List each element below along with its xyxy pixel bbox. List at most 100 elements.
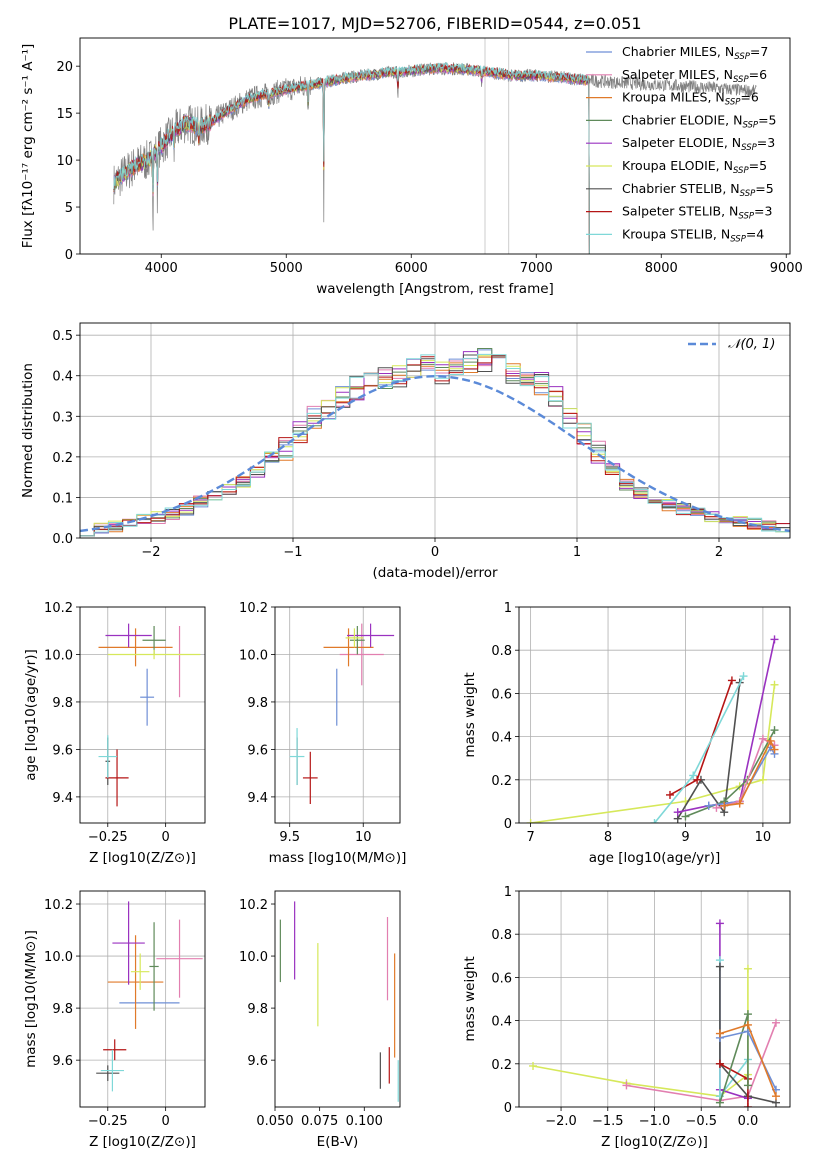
marker-kroupa_stelib <box>689 771 698 780</box>
panel-spectrum: 4000 5000 6000 7000 8000 9000 0 5 10 15 20 waveleng… <box>20 37 803 297</box>
axes-frame <box>274 606 401 824</box>
marker-salpeter_stelib <box>665 790 674 799</box>
marker-kroupa_stelib <box>650 819 659 823</box>
errorbar-kroupa_elodie <box>130 953 150 990</box>
y-axis-label: mass weight <box>462 672 478 757</box>
y-axis-label: Normed distribution <box>20 363 36 498</box>
marker-kroupa_elodie <box>526 819 535 823</box>
y-axis-label: age [log10(age/yr)] <box>23 649 39 781</box>
weight-line-salpeter_elodie <box>677 639 776 813</box>
weight-line-chabrier_stelib <box>719 966 777 1104</box>
panel-z_weight: −2.0 −1.5 −1.0 −0.5 0.0 0 0.2 0.4 0.6 0.8 1 Z [log1… <box>462 885 791 1150</box>
y-tick-label: 9.6 <box>247 743 268 758</box>
y-tick-label: 15 <box>56 107 73 122</box>
legend-entry: Chabrier MILES, NSSP=7 <box>622 44 768 62</box>
marker-kroupa_stelib <box>739 672 748 681</box>
x-tick-label: 10 <box>355 830 372 845</box>
model-line-salpeter_miles <box>113 65 590 254</box>
y-tick-label: 0.6 <box>491 971 512 986</box>
marker-chabrier_elodie <box>743 1010 752 1019</box>
histogram-kroupa_stelib <box>80 353 790 538</box>
axes-frame <box>518 606 791 824</box>
errorbar-kroupa_stelib <box>100 1049 124 1092</box>
errorbar-kroupa_miles <box>323 628 374 667</box>
y-tick-label: 10.2 <box>239 898 268 913</box>
marker-kroupa_miles <box>715 1029 724 1038</box>
x-axis-label: mass [log10(M/M⊙)] <box>269 850 407 866</box>
x-tick-label: −0.25 <box>88 1114 128 1129</box>
x-tick-label: 0.0 <box>738 1114 759 1129</box>
x-tick-label: 7 <box>526 830 534 845</box>
y-tick-label: 0.6 <box>491 687 512 702</box>
y-tick-label: 0 <box>65 248 73 263</box>
axes-frame <box>79 606 206 824</box>
panel-age_weight: 7 8 9 10 0 0.2 0.4 0.6 0.8 1 age [log10(age/yr)] ma… <box>462 601 791 866</box>
panel-z_mass: −0.25 0 9.6 9.8 10.0 10.2 Z [log10(Z/Z⊙)] mass … <box>23 890 206 1150</box>
panel-mass_age: 9.5 10 9.4 9.6 9.8 10.0 10.2 mass [log10(M/M⊙)] <box>239 601 406 866</box>
x-tick-label: 8000 <box>645 261 678 276</box>
x-tick-label: 0 <box>431 545 439 560</box>
plot-area-age_weight <box>526 635 779 823</box>
y-tick-label: 0.4 <box>491 1015 512 1030</box>
marker-salpeter_elodie <box>715 919 724 928</box>
model-line-kroupa_miles <box>113 64 590 254</box>
marker-chabrier_elodie <box>770 726 779 735</box>
y-tick-label: 10.2 <box>44 898 73 913</box>
errorbar-chabrier_stelib <box>96 1065 120 1081</box>
x-axis-label: Z [log10(Z/Z⊙)] <box>89 1134 196 1150</box>
marker-kroupa_miles <box>770 745 779 754</box>
x-tick-label: 2 <box>715 545 723 560</box>
panel-ebv: 0.050 0.075 0.100 9.6 9.8 10.0 10.2 E(B-V) <box>239 890 401 1150</box>
figure-title: PLATE=1017, MJD=52706, FIBERID=0544, z=0… <box>228 14 641 33</box>
x-tick-label: 0.075 <box>301 1114 338 1129</box>
marker-kroupa_elodie <box>743 964 752 973</box>
errorbar-salpeter_elodie <box>112 901 145 985</box>
y-axis-label: Flux [fλ10⁻¹⁷ erg cm⁻² s⁻¹ A⁻¹] <box>20 44 36 249</box>
marker-salpeter_stelib <box>693 775 702 784</box>
plot-area-ebv <box>279 901 399 1102</box>
errorbar-salpeter_stelib <box>302 751 318 805</box>
legend-entry: Salpeter MILES, NSSP=6 <box>622 67 767 85</box>
marker-salpeter_elodie <box>673 808 682 817</box>
x-axis-label: Z [log10(Z/Z⊙)] <box>601 1134 708 1150</box>
marker-chabrier_miles <box>704 801 713 810</box>
marker-chabrier_elodie <box>715 1098 724 1107</box>
weight-line-kroupa_elodie <box>532 968 749 1098</box>
y-axis-label: mass weight <box>462 956 478 1041</box>
model-line-salpeter_stelib <box>113 63 590 254</box>
errorbar-chabrier_elodie <box>350 625 365 655</box>
y-tick-label: 1 <box>504 885 512 900</box>
y-tick-label: 0.2 <box>491 1058 512 1073</box>
y-tick-label: 1 <box>504 601 512 616</box>
errorbar-kroupa_elodie <box>345 628 364 648</box>
marker-kroupa_elodie <box>758 775 767 784</box>
y-tick-label: 0.2 <box>52 451 73 466</box>
x-tick-label: 9000 <box>770 261 803 276</box>
y-tick-label: 0.4 <box>52 370 73 385</box>
x-tick-label: 0.050 <box>256 1114 293 1129</box>
legend-normal: 𝒩(0, 1) <box>728 337 775 352</box>
y-tick-label: 10.0 <box>239 950 268 965</box>
plot-area-residuals <box>80 348 790 538</box>
x-tick-label: −0.5 <box>685 1114 717 1129</box>
errorbar-salpeter_stelib <box>105 749 129 807</box>
marker-salpeter_miles <box>758 734 767 743</box>
errorbar-kroupa_stelib <box>98 735 118 778</box>
legend-entry: Kroupa STELIB, NSSP=4 <box>622 226 764 244</box>
panel-z_age: −0.25 0 9.4 9.6 9.8 10.0 10.2 Z [log10(Z/Z⊙)] ag… <box>23 601 206 866</box>
x-tick-label: 8 <box>604 830 612 845</box>
y-tick-label: 0.8 <box>491 644 512 659</box>
plot-area-z_mass <box>96 901 203 1092</box>
errorbar-kroupa_stelib <box>289 728 305 786</box>
legend-entry: Chabrier STELIB, NSSP=5 <box>622 181 774 199</box>
plot-area-z_age <box>98 623 201 807</box>
x-tick-label: 4000 <box>145 261 178 276</box>
plot-area-z_weight <box>529 919 780 1107</box>
errorbar-kroupa_miles <box>107 935 164 1029</box>
y-tick-label: 9.6 <box>52 743 73 758</box>
weight-line-chabrier_elodie <box>685 729 776 818</box>
y-tick-label: 10.0 <box>44 648 73 663</box>
x-tick-label: 0.100 <box>346 1114 383 1129</box>
y-tick-label: 0.4 <box>491 731 512 746</box>
x-axis-label: Z [log10(Z/Z⊙)] <box>89 850 196 866</box>
